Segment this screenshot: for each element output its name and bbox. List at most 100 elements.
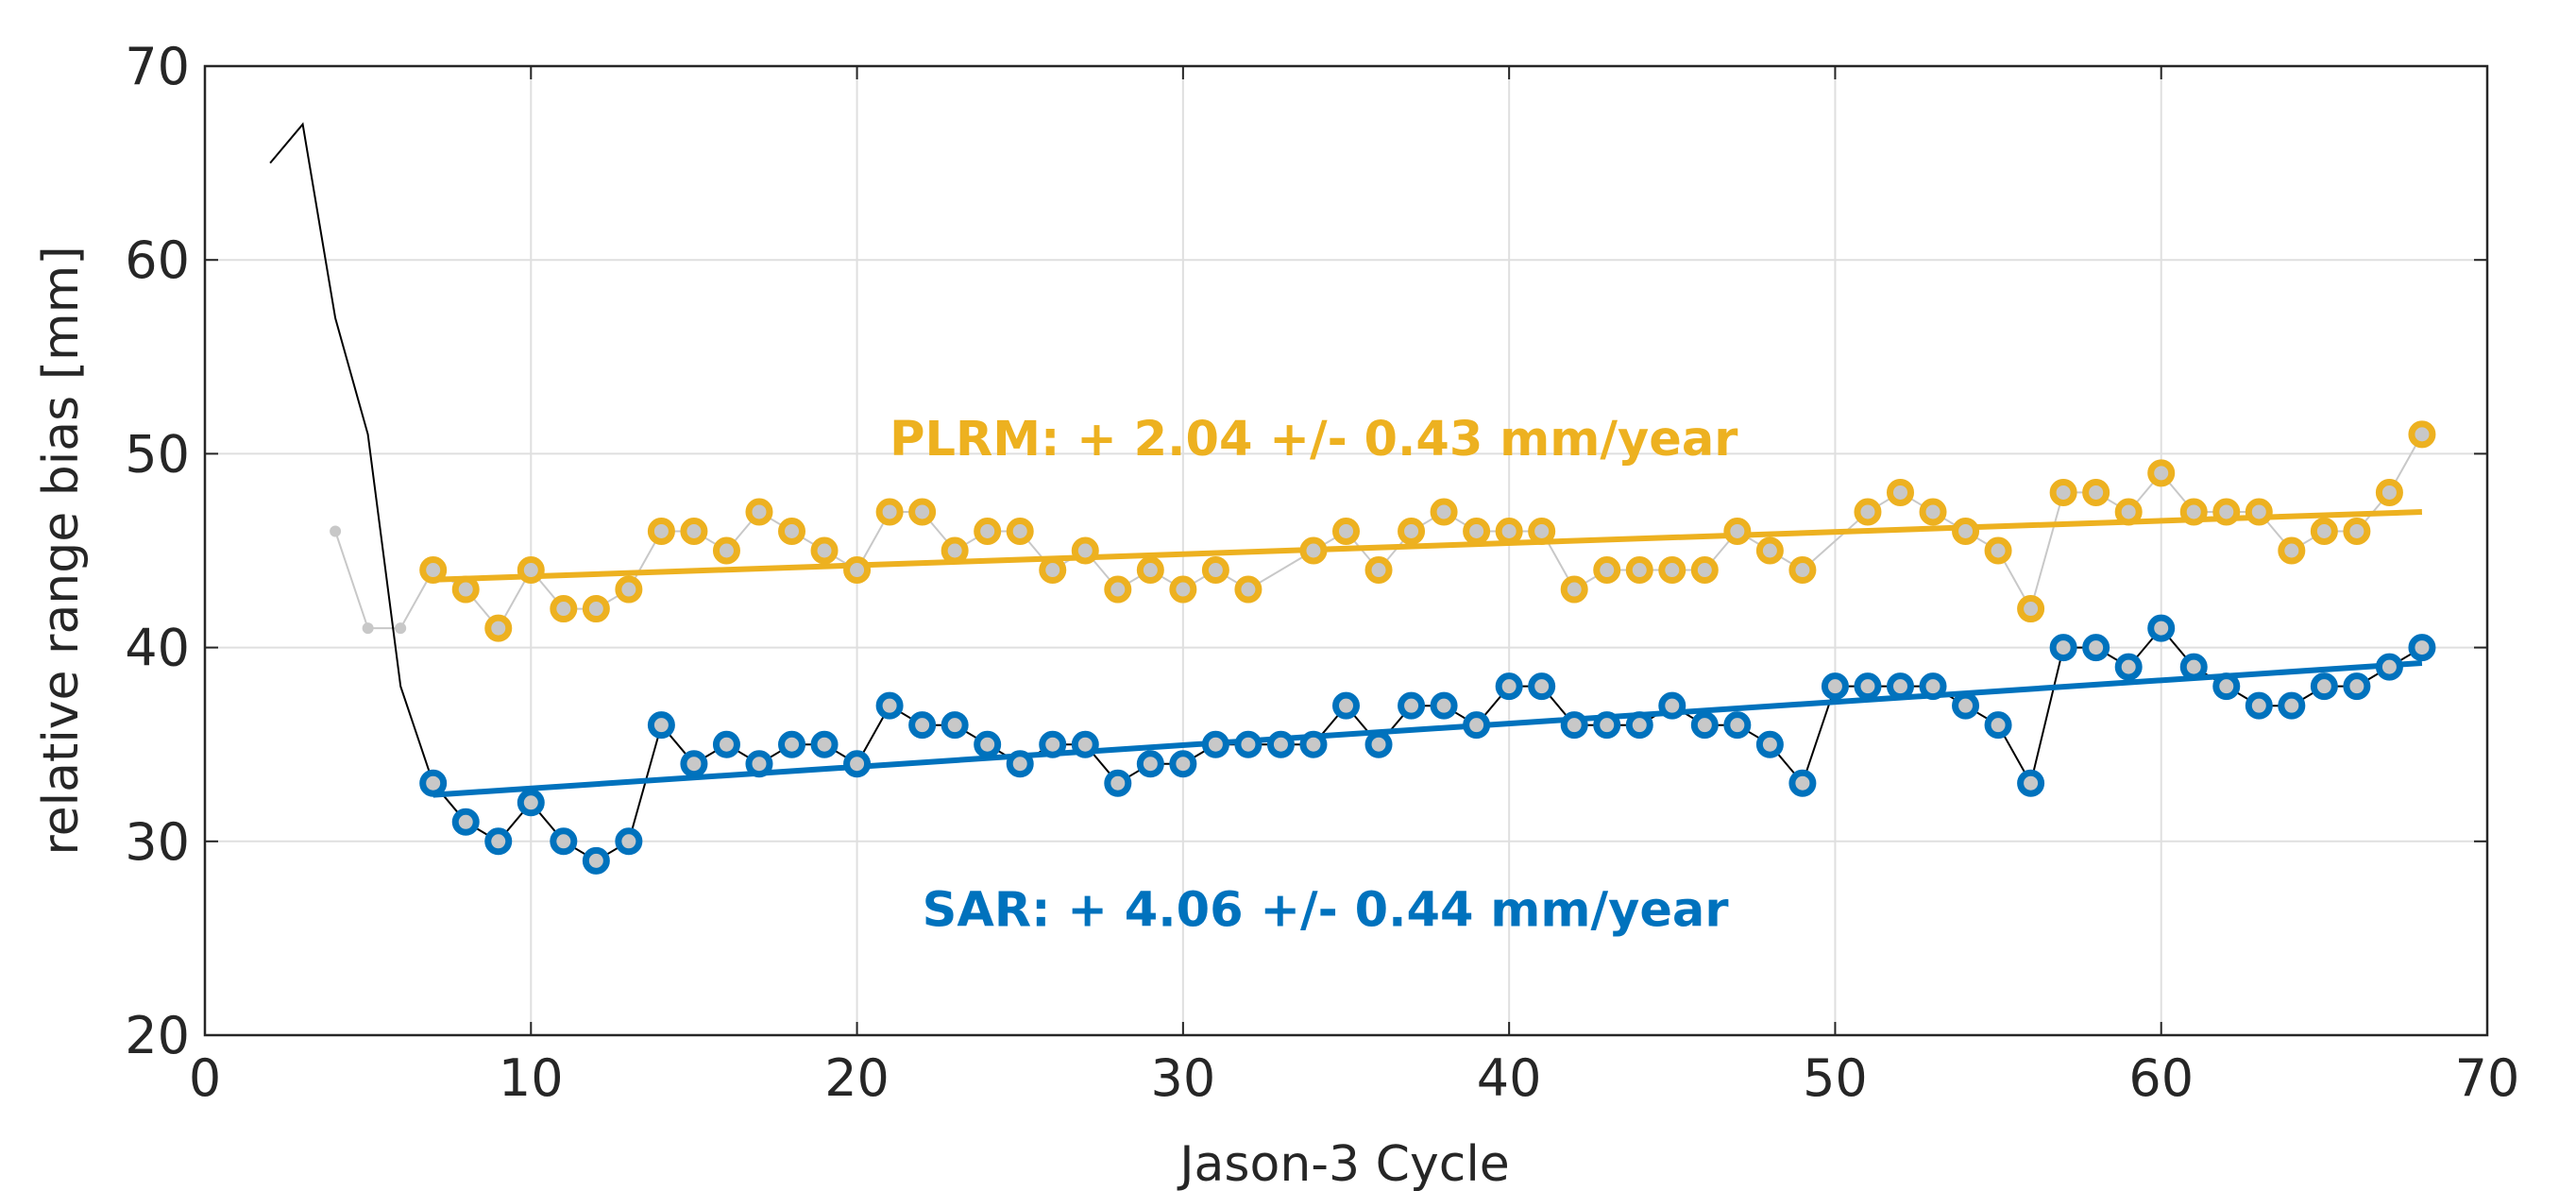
data-point: [1006, 517, 1034, 545]
data-point: [330, 525, 342, 537]
y-tick-label: 40: [125, 619, 190, 678]
data-point: [1430, 498, 1458, 526]
data-point: [712, 730, 740, 758]
x-tick-label: 30: [1150, 1048, 1215, 1108]
data-point: [778, 517, 806, 545]
y-tick-label: 60: [125, 230, 190, 290]
data-point: [810, 730, 839, 758]
x-tick-label: 20: [824, 1048, 890, 1108]
data-point: [2343, 517, 2371, 545]
data-point: [1430, 691, 1458, 720]
data-point: [1332, 517, 1360, 545]
data-point: [2049, 634, 2077, 662]
data-point: [2049, 478, 2077, 506]
data-point: [550, 595, 578, 623]
y-tick-label: 20: [125, 1006, 190, 1065]
data-point: [2310, 672, 2338, 701]
x-axis-label: Jason-3 Cycle: [1177, 1136, 1510, 1191]
data-point: [1560, 575, 1588, 604]
data-point: [2179, 498, 2208, 526]
data-point: [1952, 517, 1980, 545]
data-point: [875, 498, 904, 526]
data-point: [647, 517, 675, 545]
data-point: [1332, 691, 1360, 720]
data-point: [1625, 711, 1653, 740]
data-point: [419, 556, 448, 585]
data-point: [1788, 769, 1817, 797]
data-point: [1690, 711, 1719, 740]
data-point: [484, 614, 513, 642]
data-point: [1658, 556, 1686, 585]
data-point: [1658, 691, 1686, 720]
data-point: [1984, 711, 2012, 740]
data-point: [680, 517, 708, 545]
data-point: [1136, 556, 1164, 585]
data-point: [2245, 498, 2273, 526]
data-point: [843, 556, 872, 585]
x-tick-label: 10: [499, 1048, 564, 1108]
data-point: [2408, 634, 2436, 662]
data-point: [451, 575, 480, 604]
x-tick-label: 70: [2455, 1048, 2520, 1108]
data-point: [2212, 498, 2241, 526]
x-tick-label: 0: [189, 1048, 221, 1108]
data-point: [1560, 711, 1588, 740]
data-point: [2408, 420, 2436, 449]
plot-frame: [203, 64, 2489, 1037]
data-point: [1854, 498, 1882, 526]
data-point: [1234, 575, 1263, 604]
data-point: [1299, 536, 1328, 565]
data-point: [712, 536, 740, 565]
data-point: [778, 730, 806, 758]
data-point: [1755, 730, 1784, 758]
data-point: [941, 536, 969, 565]
data-point: [810, 536, 839, 565]
data-point: [745, 498, 773, 526]
data-point: [362, 622, 374, 635]
y-tick-label: 30: [125, 812, 190, 872]
data-point: [941, 711, 969, 740]
data-point: [908, 498, 937, 526]
x-tick-label: 60: [2128, 1048, 2194, 1108]
data-point: [2114, 498, 2143, 526]
y-tick-label: 70: [125, 37, 190, 96]
data-point: [1463, 517, 1491, 545]
data-point: [2375, 653, 2403, 681]
data-point: [1984, 536, 2012, 565]
data-point: [1398, 517, 1426, 545]
data-point: [2114, 653, 2143, 681]
data-point: [582, 595, 610, 623]
data-point: [1006, 750, 1034, 778]
data-point: [1495, 517, 1523, 545]
data-point: [974, 730, 1002, 758]
data-point: [2310, 517, 2338, 545]
annotation: SAR: + 4.06 +/- 0.44 mm/year: [923, 883, 1729, 939]
data-point: [2212, 672, 2241, 701]
data-point: [1919, 672, 1947, 701]
data-point: [395, 622, 407, 635]
data-point: [484, 827, 513, 856]
annotation: PLRM: + 2.04 +/- 0.43 mm/year: [890, 412, 1737, 468]
data-point: [2278, 691, 2306, 720]
data-point: [1039, 730, 1067, 758]
data-point: [1593, 711, 1621, 740]
data-point: [1528, 672, 1556, 701]
data-point: [680, 750, 708, 778]
data-point: [2147, 614, 2176, 642]
data-point: [1398, 691, 1426, 720]
plot-area: [269, 122, 2436, 875]
data-point: [843, 750, 872, 778]
data-point: [875, 691, 904, 720]
data-point: [1071, 536, 1099, 565]
data-point: [1723, 711, 1752, 740]
data-point: [1364, 730, 1393, 758]
x-tick-label: 50: [1803, 1048, 1868, 1108]
data-point: [517, 556, 545, 585]
data-point: [1136, 750, 1164, 778]
data-point: [1463, 711, 1491, 740]
data-point: [451, 808, 480, 836]
y-axis-label: relative range bias [mm]: [33, 246, 90, 855]
data-point: [2082, 478, 2110, 506]
data-point: [908, 711, 937, 740]
